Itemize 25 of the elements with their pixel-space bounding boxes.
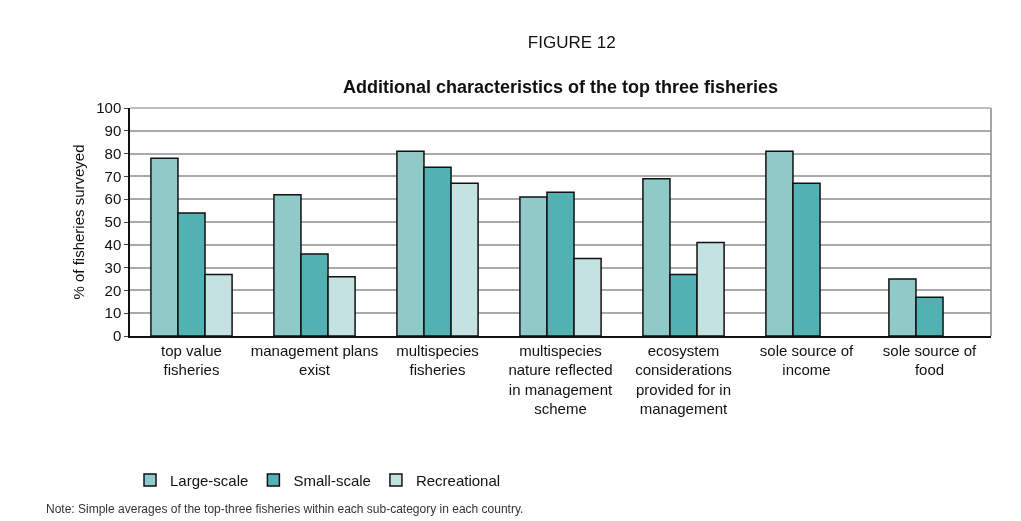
y-tick-label: 40 bbox=[104, 236, 122, 254]
legend-label: Small-scale bbox=[293, 471, 371, 489]
x-tick-label: top value fisheries bbox=[161, 341, 222, 379]
y-tick-label: 50 bbox=[104, 213, 122, 231]
y-tick-label: 70 bbox=[104, 167, 122, 185]
y-tick-label: 30 bbox=[104, 258, 122, 276]
chart-title: FIGURE 12 bbox=[527, 33, 616, 53]
text: Note: Simple averages of the top-three fisheries within each sub-category in each country. bbox=[46, 502, 524, 516]
x-tick-label: management plans exist bbox=[250, 341, 379, 379]
chart-subtitle: Additional characteristics of the top three fisheries bbox=[343, 77, 779, 97]
y-tick-label: 20 bbox=[104, 281, 122, 299]
x-tick-label: ecosystem considerations provided for in management bbox=[635, 341, 732, 418]
y-tick-label: 60 bbox=[104, 190, 122, 208]
x-tick-label: sole source of income bbox=[759, 341, 855, 379]
legend-label: Recreational bbox=[415, 471, 501, 489]
x-tick-label: multispecies fisheries bbox=[396, 341, 479, 379]
y-tick-label: 0 bbox=[112, 327, 122, 345]
y-tick-label: 100 bbox=[96, 99, 122, 117]
x-tick-label: multispecies nature reflected in management scheme bbox=[508, 341, 614, 418]
y-tick-label: 90 bbox=[104, 122, 122, 140]
y-tick-label: 80 bbox=[104, 144, 122, 162]
y-axis-title: % of fisheries surveyed bbox=[69, 144, 87, 300]
legend-label: Large-scale bbox=[170, 471, 249, 489]
x-tick-label: sole source of food bbox=[882, 341, 978, 379]
y-tick-label: 10 bbox=[104, 304, 122, 322]
